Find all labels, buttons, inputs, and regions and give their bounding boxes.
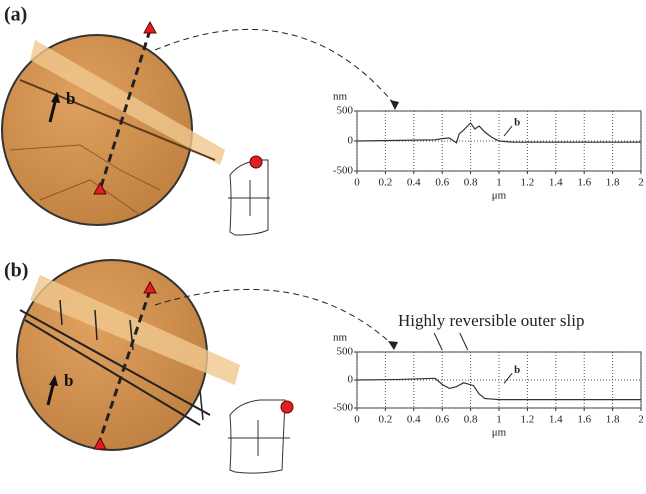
title-pointer — [433, 332, 443, 351]
panel-label: (a) — [4, 4, 27, 26]
y-tick-label: -500 — [333, 165, 354, 177]
x-tick-label: 1.8 — [606, 414, 620, 426]
hysteresis-a — [228, 155, 270, 236]
x-tick-label: 1.4 — [549, 414, 563, 426]
image-annotation: b — [66, 89, 75, 108]
arrowhead — [390, 100, 399, 110]
x-tick-label: 0.8 — [464, 177, 478, 189]
chart-annotation: b — [514, 117, 520, 129]
link-arrow — [154, 28, 396, 106]
afm-image-a — [1, 20, 225, 226]
x-tick-label: 0.4 — [407, 177, 421, 189]
x-tick-label: 1.6 — [577, 177, 591, 189]
x-tick-label: 0.2 — [379, 414, 393, 426]
x-tick-label: 1.6 — [577, 414, 591, 426]
x-tick-label: 1.8 — [606, 177, 620, 189]
y-tick-label: 500 — [337, 346, 354, 358]
chart-annotation: b — [514, 364, 520, 376]
x-tick-label: 1 — [496, 414, 502, 426]
y-tick-label: 0 — [348, 374, 354, 386]
x-tick-label: 0.6 — [435, 414, 449, 426]
x-axis-label: μm — [492, 190, 507, 202]
arrowhead — [388, 341, 398, 350]
title-pointer — [459, 332, 469, 351]
x-tick-label: 0.8 — [464, 414, 478, 426]
x-axis-label: μm — [492, 427, 507, 439]
x-tick-label: 0 — [354, 177, 360, 189]
x-tick-label: 2 — [638, 177, 644, 189]
x-tick-label: 0 — [354, 414, 360, 426]
x-tick-label: 1.2 — [521, 414, 535, 426]
profile-line — [356, 377, 641, 401]
x-tick-label: 0.2 — [379, 177, 393, 189]
y-axis-label: nm — [333, 91, 348, 103]
y-axis-label: nm — [333, 332, 348, 344]
annotation-arrow — [503, 125, 513, 137]
x-tick-label: 1.2 — [521, 177, 535, 189]
x-tick-label: 0.6 — [435, 177, 449, 189]
panel-label: (b) — [4, 260, 28, 282]
x-tick-label: 0.4 — [407, 414, 421, 426]
hysteresis-b — [228, 399, 294, 474]
afm-image-b — [16, 259, 240, 451]
x-tick-label: 2 — [638, 414, 644, 426]
link-arrow — [154, 288, 394, 346]
y-tick-label: -500 — [333, 402, 354, 414]
y-tick-label: 0 — [348, 135, 354, 147]
x-tick-label: 1.4 — [549, 177, 563, 189]
x-tick-label: 1 — [496, 177, 502, 189]
image-annotation: b — [64, 371, 73, 390]
annotation-arrow — [503, 372, 513, 384]
profile-line — [356, 122, 641, 144]
chart-title: Highly reversible outer slip — [398, 311, 585, 330]
y-tick-label: 500 — [337, 105, 354, 117]
